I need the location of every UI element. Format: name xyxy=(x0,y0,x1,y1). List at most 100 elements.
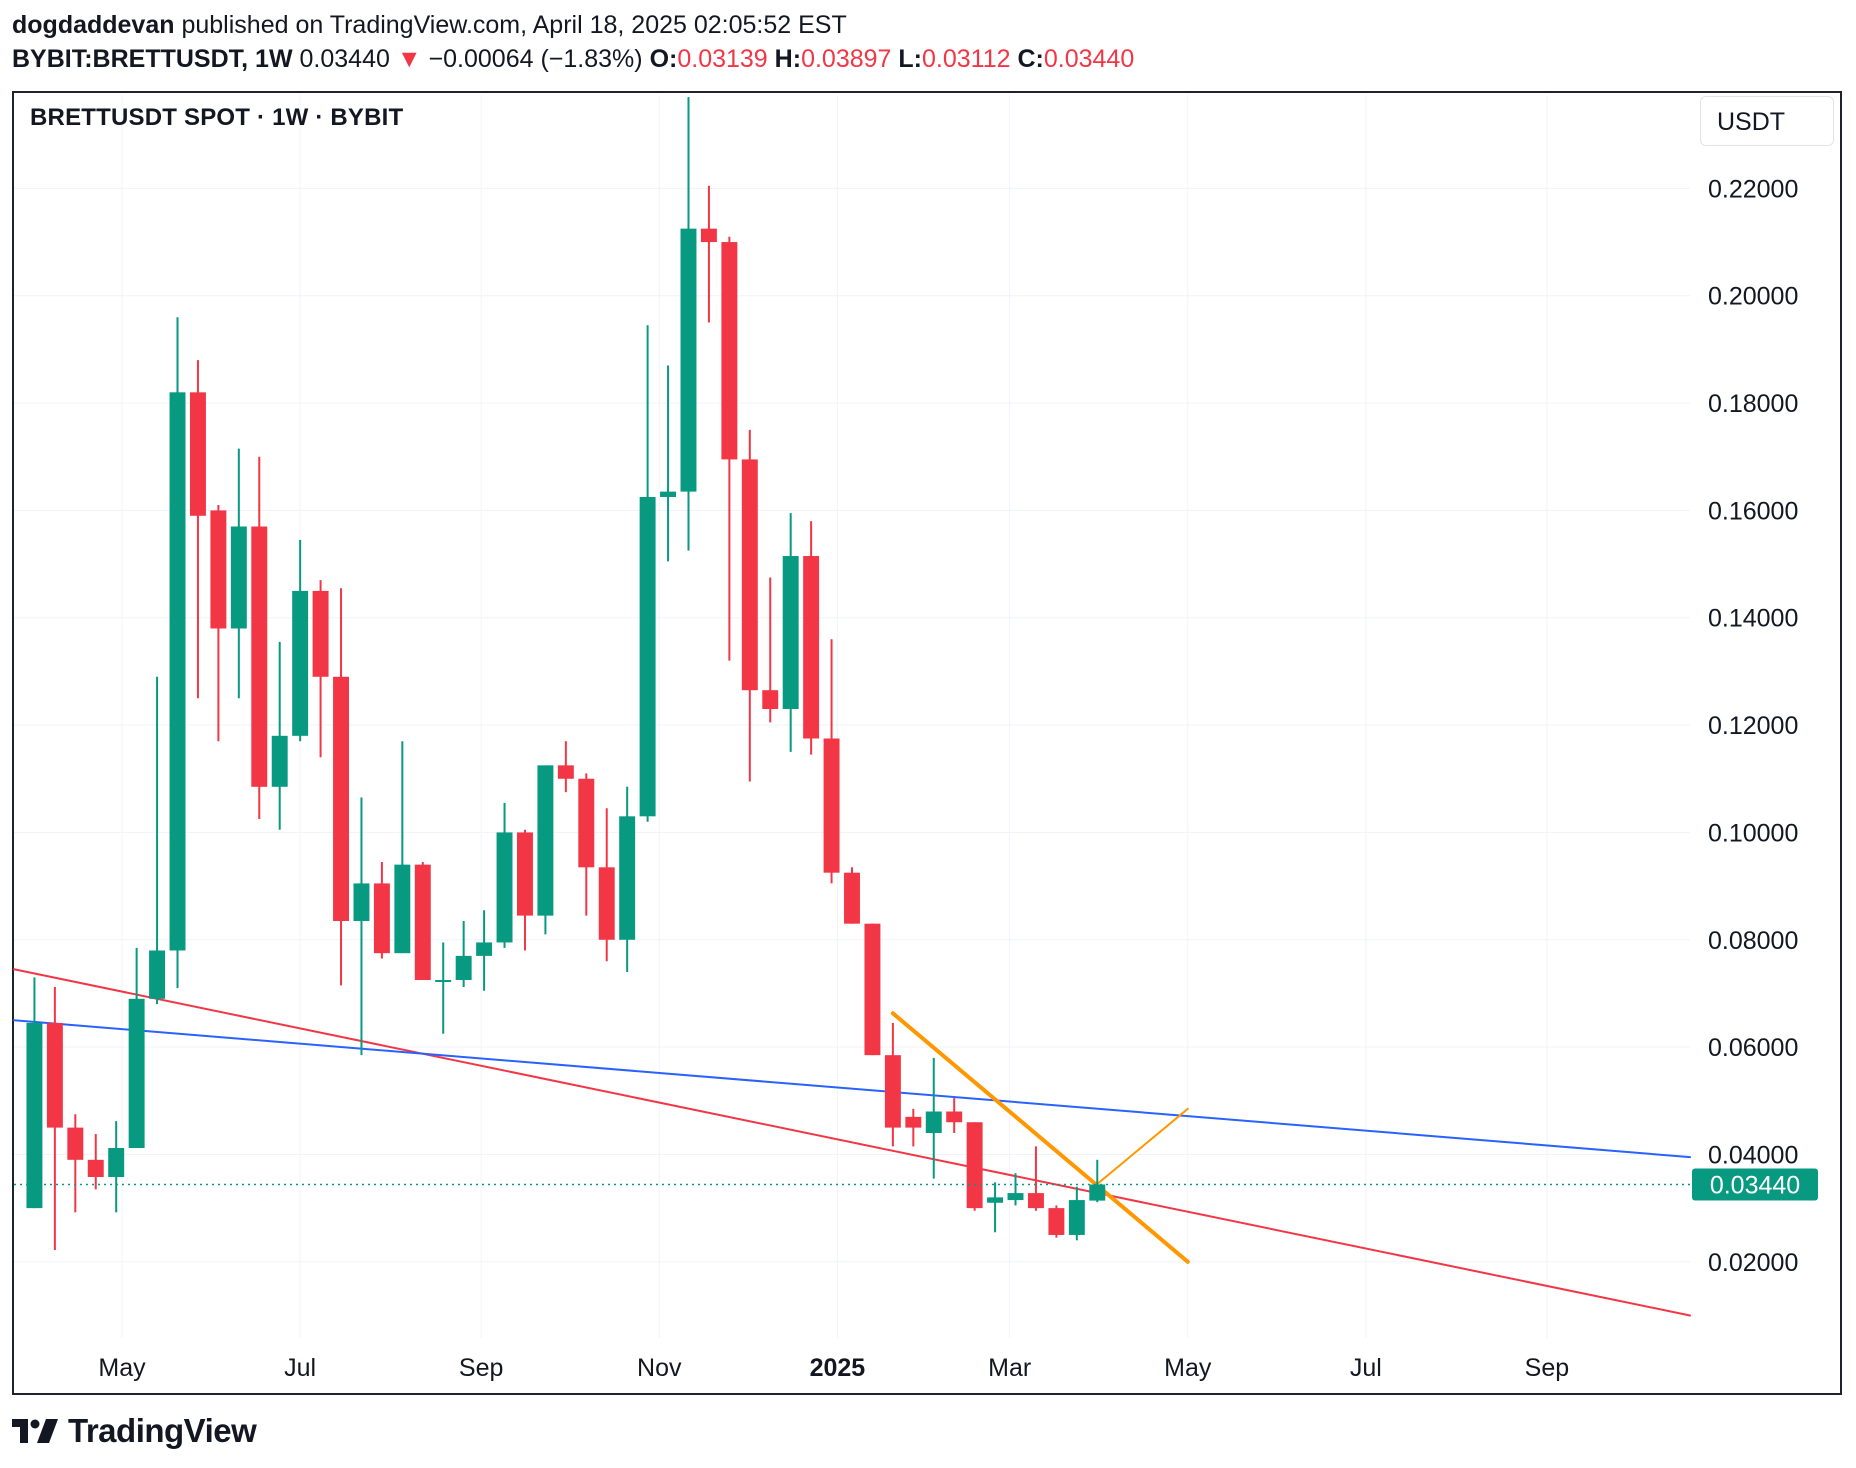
candle[interactable] xyxy=(1068,1186,1085,1241)
candle[interactable] xyxy=(639,325,656,822)
symbol-info-line: BYBIT:BRETTUSDT, 1W 0.03440 ▼ −0.00064 (… xyxy=(12,42,1134,76)
candle[interactable] xyxy=(537,765,554,935)
candle[interactable] xyxy=(1089,1159,1106,1203)
candle[interactable] xyxy=(925,1057,942,1179)
low-label: L: xyxy=(898,45,922,73)
candle-body xyxy=(823,738,840,873)
candle[interactable] xyxy=(741,429,758,782)
candle[interactable] xyxy=(517,829,533,951)
candle[interactable] xyxy=(251,456,268,820)
candle[interactable] xyxy=(987,1182,1004,1233)
candle-body xyxy=(108,1148,125,1177)
candle[interactable] xyxy=(1007,1173,1024,1206)
last-price-marker: 0.03440 xyxy=(14,1168,1818,1201)
candle[interactable] xyxy=(823,639,840,884)
candle[interactable] xyxy=(271,641,288,830)
currency-unit-button[interactable]: USDT xyxy=(1700,96,1834,146)
candle-series xyxy=(26,97,1106,1250)
y-tick-label: 0.04000 xyxy=(1708,1141,1798,1169)
candle-body xyxy=(373,883,390,954)
candle-body xyxy=(578,778,595,868)
x-tick-label: Jul xyxy=(284,1354,316,1382)
candle-body xyxy=(292,590,309,736)
candle[interactable] xyxy=(128,947,145,1149)
candle[interactable] xyxy=(149,676,166,1005)
candle[interactable] xyxy=(496,802,513,948)
red-trendline[interactable] xyxy=(13,968,1691,1317)
candle-body xyxy=(210,510,227,629)
x-tick-label: May xyxy=(1164,1354,1212,1382)
candle-body xyxy=(864,923,881,1056)
candle[interactable] xyxy=(660,365,677,562)
candle[interactable] xyxy=(680,97,697,551)
candle[interactable] xyxy=(966,1122,983,1211)
candle-body xyxy=(67,1127,84,1160)
x-tick-label: Jul xyxy=(1350,1354,1382,1382)
down-arrow-icon: ▼ xyxy=(396,45,422,73)
candle[interactable] xyxy=(189,360,206,699)
candle[interactable] xyxy=(578,773,595,916)
candle[interactable] xyxy=(803,521,820,755)
candle-body xyxy=(721,242,738,460)
candle-body xyxy=(639,496,656,817)
y-tick-label: 0.18000 xyxy=(1708,390,1798,418)
candle[interactable] xyxy=(312,580,329,758)
candle-body xyxy=(946,1111,963,1123)
candle[interactable] xyxy=(884,1022,901,1147)
candle[interactable] xyxy=(435,942,452,1034)
candle[interactable] xyxy=(598,808,615,962)
candle-body xyxy=(1068,1200,1085,1235)
candle-body xyxy=(557,765,574,779)
candle[interactable] xyxy=(87,1134,104,1190)
candle[interactable] xyxy=(108,1121,125,1213)
close-value: 0.03440 xyxy=(1043,45,1135,73)
orange-trendline[interactable] xyxy=(890,1011,1190,1264)
y-tick-label: 0.14000 xyxy=(1708,605,1798,633)
high-value: 0.03897 xyxy=(801,45,892,73)
candle[interactable] xyxy=(210,505,227,742)
candle[interactable] xyxy=(782,513,799,752)
brand-footer[interactable]: TradingView xyxy=(12,1412,257,1450)
candle-body xyxy=(1048,1208,1065,1235)
candle[interactable] xyxy=(700,185,717,323)
candle[interactable] xyxy=(844,867,860,924)
candle[interactable] xyxy=(292,539,309,742)
projection-arrow[interactable] xyxy=(1096,1107,1189,1185)
publish-info-line: dogdaddevan published on TradingView.com… xyxy=(12,8,1134,42)
high-label: H: xyxy=(774,45,802,73)
candle-body xyxy=(700,228,717,243)
last-price-label: 0.03440 xyxy=(1710,1172,1800,1200)
candle-body xyxy=(496,832,513,943)
candle[interactable] xyxy=(762,577,779,723)
candle[interactable] xyxy=(26,977,43,1209)
candle[interactable] xyxy=(946,1098,963,1133)
candle[interactable] xyxy=(476,910,493,991)
y-tick-label: 0.06000 xyxy=(1708,1034,1798,1062)
candle[interactable] xyxy=(1048,1205,1065,1238)
candle[interactable] xyxy=(373,861,390,959)
grid-lines xyxy=(14,95,1690,1338)
candle[interactable] xyxy=(169,317,186,989)
candle-body xyxy=(128,998,145,1149)
candle[interactable] xyxy=(394,741,411,954)
candle-body xyxy=(476,942,493,956)
candle[interactable] xyxy=(353,797,370,1056)
candle[interactable] xyxy=(455,920,472,987)
price-change: −0.00064 (−1.83%) xyxy=(428,45,643,73)
candle[interactable] xyxy=(67,1114,84,1213)
candle[interactable] xyxy=(721,236,738,661)
candle[interactable] xyxy=(619,786,636,972)
candle[interactable] xyxy=(864,923,881,1056)
candle-body xyxy=(1027,1193,1044,1209)
candle[interactable] xyxy=(414,861,431,981)
candle[interactable] xyxy=(230,448,247,699)
author-name[interactable]: dogdaddevan xyxy=(12,11,175,39)
candle[interactable] xyxy=(333,588,349,986)
y-tick-label: 0.08000 xyxy=(1708,927,1798,955)
candle[interactable] xyxy=(905,1108,922,1147)
candle[interactable] xyxy=(46,986,63,1250)
candle[interactable] xyxy=(1027,1146,1044,1211)
blue-trendline[interactable] xyxy=(13,1019,1691,1159)
candle[interactable] xyxy=(557,741,574,793)
